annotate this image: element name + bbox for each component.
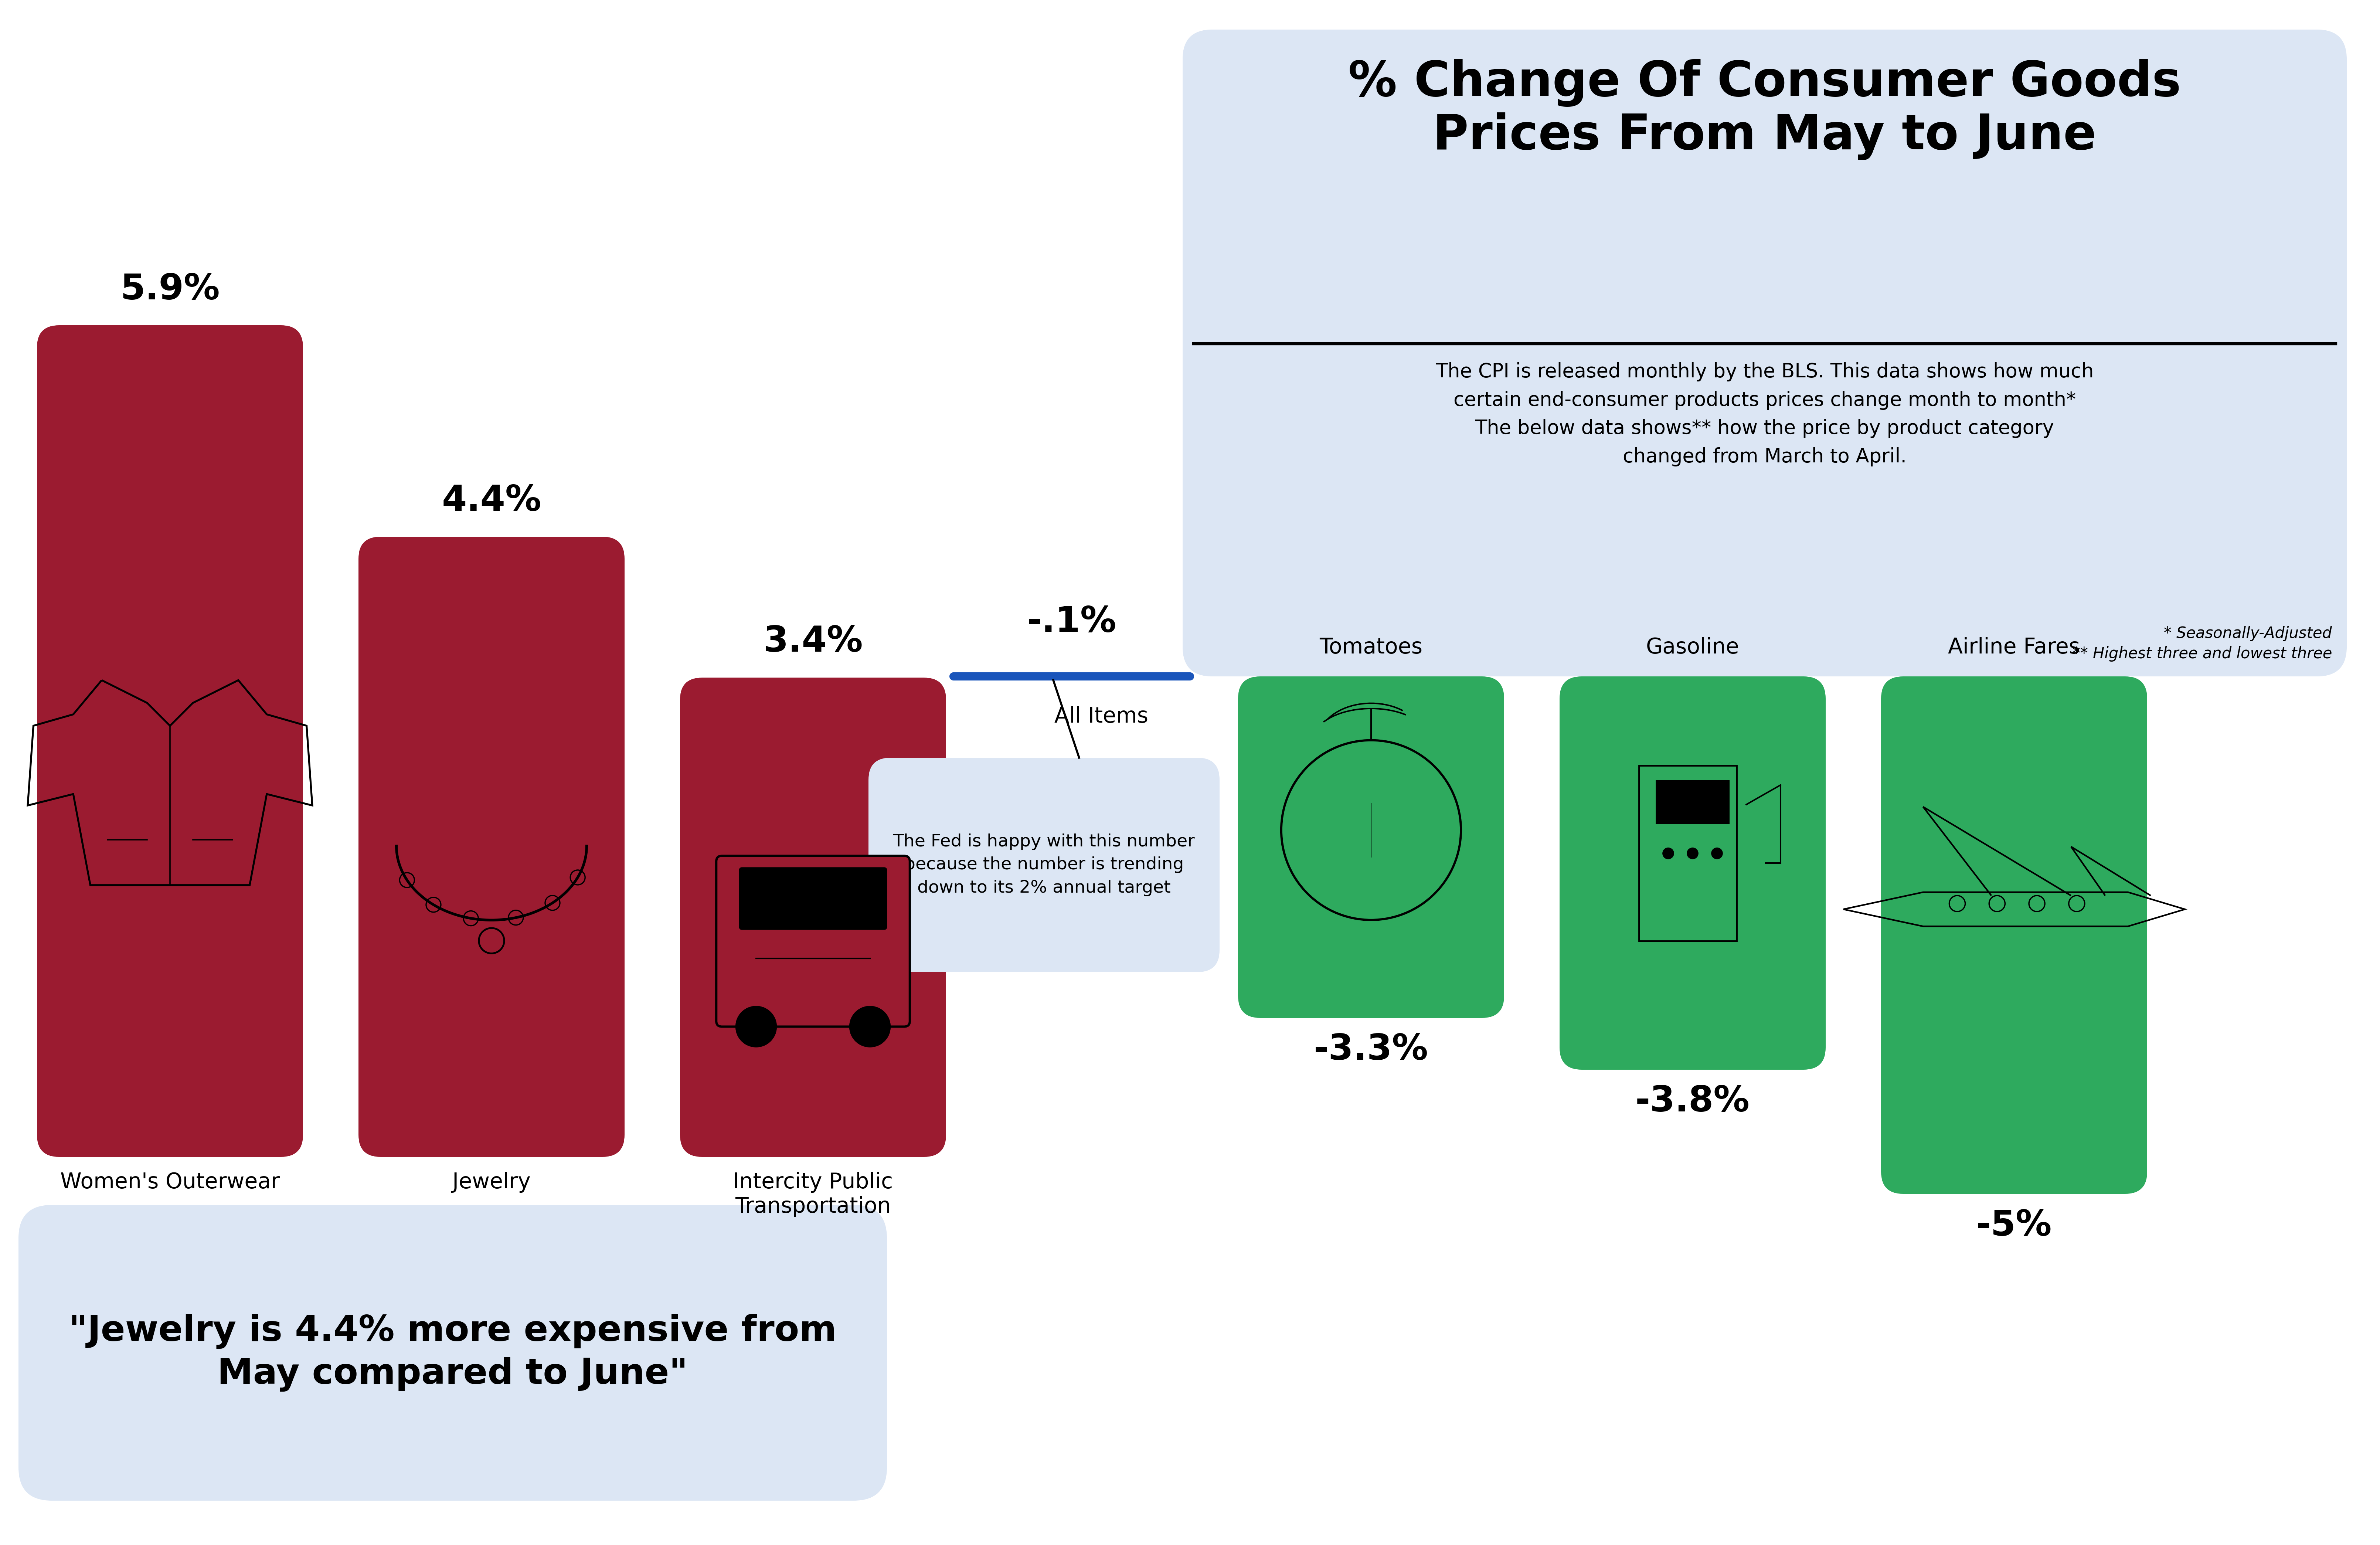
- Text: 4.4%: 4.4%: [443, 484, 540, 518]
- Text: Gasoline: Gasoline: [1647, 637, 1740, 658]
- Circle shape: [850, 1006, 890, 1048]
- Text: 5.9%: 5.9%: [119, 272, 219, 307]
- FancyBboxPatch shape: [1880, 677, 2147, 1194]
- Circle shape: [735, 1006, 776, 1048]
- FancyBboxPatch shape: [1238, 677, 1504, 1018]
- Text: -.1%: -.1%: [1026, 606, 1116, 640]
- FancyBboxPatch shape: [19, 1205, 888, 1500]
- Text: "Jewelry is 4.4% more expensive from
May compared to June": "Jewelry is 4.4% more expensive from May…: [69, 1313, 838, 1392]
- Text: * Seasonally-Adjusted
** Highest three and lowest three: * Seasonally-Adjusted ** Highest three a…: [2073, 626, 2332, 661]
- FancyBboxPatch shape: [359, 536, 624, 1157]
- Text: Jewelry: Jewelry: [452, 1171, 531, 1193]
- Text: -3.3%: -3.3%: [1314, 1032, 1428, 1068]
- FancyBboxPatch shape: [1559, 677, 1825, 1069]
- FancyBboxPatch shape: [1183, 29, 2347, 677]
- Text: % Change Of Consumer Goods
Prices From May to June: % Change Of Consumer Goods Prices From M…: [1347, 59, 2180, 161]
- Circle shape: [1661, 848, 1673, 859]
- Text: Tomatoes: Tomatoes: [1319, 637, 1423, 658]
- FancyBboxPatch shape: [681, 678, 947, 1157]
- Text: Airline Fares: Airline Fares: [1949, 637, 2080, 658]
- FancyBboxPatch shape: [869, 757, 1219, 972]
- FancyBboxPatch shape: [740, 867, 888, 930]
- Text: The CPI is released monthly by the BLS. This data shows how much
certain end-con: The CPI is released monthly by the BLS. …: [1435, 362, 2094, 467]
- Circle shape: [1711, 848, 1723, 859]
- Text: 3.4%: 3.4%: [764, 624, 864, 660]
- Text: -5%: -5%: [1975, 1208, 2052, 1244]
- Text: Intercity Public
Transportation: Intercity Public Transportation: [733, 1171, 892, 1217]
- Text: The Fed is happy with this number
because the number is trending
down to its 2% : The Fed is happy with this number becaus…: [892, 833, 1195, 896]
- FancyBboxPatch shape: [38, 326, 302, 1157]
- Text: -3.8%: -3.8%: [1635, 1085, 1749, 1119]
- Text: All Items: All Items: [1054, 706, 1147, 728]
- FancyBboxPatch shape: [716, 856, 909, 1026]
- Circle shape: [1687, 848, 1699, 859]
- FancyBboxPatch shape: [1656, 780, 1730, 823]
- Text: Women's Outerwear: Women's Outerwear: [59, 1171, 281, 1193]
